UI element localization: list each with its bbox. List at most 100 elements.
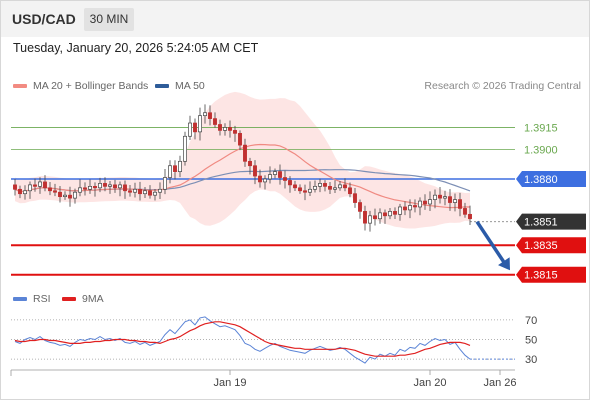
legend-9ma: 9MA [62, 293, 104, 305]
candle-body [423, 200, 427, 205]
legend-ma50-label: MA 50 [175, 80, 205, 92]
level-label-1.3835: 1.3835 [524, 240, 558, 252]
level-label-1.3851: 1.3851 [524, 217, 558, 229]
candle-body [248, 160, 252, 167]
candle-body [393, 211, 397, 215]
candle-body [128, 190, 132, 193]
candle-body [143, 190, 147, 195]
level-label-1.3915: 1.3915 [524, 122, 558, 134]
rsi-tick-label: 70 [525, 315, 537, 327]
candle-body [183, 135, 187, 162]
legend-rsi: RSI [13, 293, 51, 305]
candle-body [208, 112, 212, 119]
candle-body [293, 184, 297, 189]
candle-body [263, 178, 267, 183]
candle-body [288, 180, 292, 186]
candle-body [438, 194, 442, 199]
x-tick-label: Jan 19 [213, 377, 246, 389]
candle-body [108, 184, 112, 187]
candle-body [98, 183, 102, 189]
ma9-swatch-icon [62, 297, 76, 301]
ma50-swatch-icon [155, 84, 169, 88]
candle-body [443, 196, 447, 199]
candle-body [218, 124, 222, 131]
candle-body [188, 122, 192, 137]
level-tag-1.3815 [516, 266, 586, 283]
candle-body [318, 183, 322, 187]
candle-body [83, 187, 87, 190]
candle-body [38, 181, 42, 187]
candle-body [58, 191, 62, 198]
candle-body [18, 188, 22, 195]
x-tick-label: Jan 26 [483, 377, 516, 389]
candle-body [213, 118, 217, 125]
legend-rsi-label: RSI [33, 293, 51, 305]
candle-body [408, 205, 412, 211]
candle-body [103, 183, 107, 187]
candle-body [193, 122, 197, 133]
level-label-1.3815: 1.3815 [524, 270, 558, 282]
candle-body [113, 184, 117, 189]
candle-body [238, 132, 242, 146]
timeframe-button[interactable]: 30 MIN [84, 8, 134, 31]
candle-body [323, 183, 327, 187]
candle-body [278, 171, 282, 178]
currency-pair-title: USD/CAD [12, 11, 76, 27]
candle-body [333, 187, 337, 190]
candle-body [348, 187, 352, 195]
candle-body [428, 199, 432, 205]
legend-9ma-label: 9MA [82, 293, 104, 305]
source-credit: Research © 2026 Trading Central [424, 80, 581, 92]
candle-body [448, 196, 452, 203]
candle-body [378, 212, 382, 220]
legend-ma20-label: MA 20 + Bollinger Bands [33, 80, 149, 92]
level-tag-1.3880 [516, 170, 586, 187]
candle-body [148, 190, 152, 196]
candle-body [298, 187, 302, 192]
candle-body [28, 184, 32, 192]
candle-body [93, 185, 97, 189]
legend-ma20: MA 20 + Bollinger Bands [13, 80, 148, 92]
candle-body [398, 206, 402, 215]
candle-body [78, 187, 82, 193]
ma20-line [14, 143, 471, 209]
candle-body [163, 177, 167, 190]
candle-body [368, 215, 372, 224]
candle-body [338, 184, 342, 189]
rsi-swatch-icon [13, 297, 27, 301]
candle-body [178, 160, 182, 172]
candle-body [433, 194, 437, 200]
candle-body [458, 199, 462, 209]
candle-body [268, 174, 272, 180]
ma20-swatch-icon [13, 84, 27, 88]
candle-body [153, 191, 157, 196]
candle-body [273, 171, 277, 175]
candle-body [303, 190, 307, 193]
candle-body [23, 190, 27, 195]
candle-body [33, 184, 37, 187]
candle-body [463, 208, 467, 215]
candle-body [43, 181, 47, 189]
candle-body [118, 184, 122, 189]
candle-body [283, 177, 287, 181]
candle-body [373, 215, 377, 220]
candle-body [138, 188, 142, 195]
timestamp: Tuesday, January 20, 2026 5:24:05 AM CET [13, 41, 259, 55]
x-tick-label: Jan 20 [413, 377, 446, 389]
candle-body [358, 202, 362, 212]
candle-body [453, 199, 457, 203]
candle-body [383, 212, 387, 217]
candle-body [13, 184, 17, 190]
candle-body [418, 200, 422, 208]
legend-ma50: MA 50 [155, 80, 205, 92]
candle-body [198, 115, 202, 133]
rsi-line [14, 316, 471, 364]
candle-body [88, 185, 92, 190]
candle-body [48, 187, 52, 192]
candle-body [73, 191, 77, 199]
rsi-tick-label: 30 [525, 354, 537, 366]
candle-body [233, 130, 237, 134]
candle-body [133, 188, 137, 193]
forecast-arrow-shaft [475, 220, 506, 264]
candle-body [313, 185, 317, 190]
